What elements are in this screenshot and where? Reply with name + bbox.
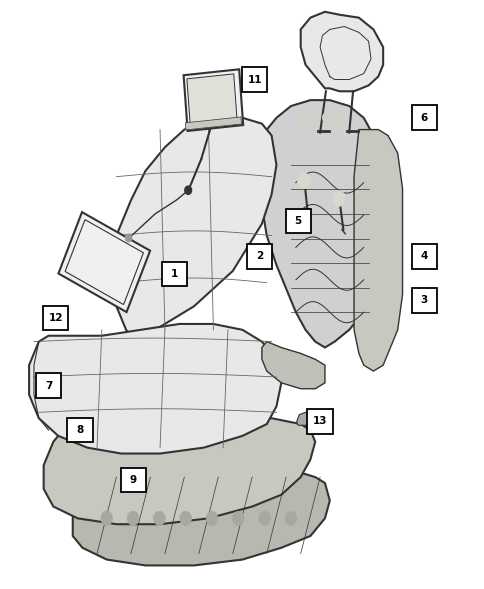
FancyBboxPatch shape xyxy=(411,288,436,313)
Text: 11: 11 xyxy=(247,75,261,84)
FancyBboxPatch shape xyxy=(411,244,436,269)
Text: 5: 5 xyxy=(294,216,301,226)
Circle shape xyxy=(332,191,345,206)
Circle shape xyxy=(180,511,191,525)
Polygon shape xyxy=(261,342,324,389)
Circle shape xyxy=(125,234,132,242)
FancyBboxPatch shape xyxy=(246,244,272,269)
Polygon shape xyxy=(73,465,329,565)
Text: 3: 3 xyxy=(420,296,427,305)
Polygon shape xyxy=(58,212,150,312)
Circle shape xyxy=(297,173,310,188)
Polygon shape xyxy=(44,418,315,524)
Circle shape xyxy=(101,511,112,525)
Text: 2: 2 xyxy=(256,252,262,261)
Text: 9: 9 xyxy=(130,475,136,485)
Text: 6: 6 xyxy=(420,113,427,123)
Polygon shape xyxy=(111,118,276,336)
Circle shape xyxy=(258,511,270,525)
Text: 7: 7 xyxy=(45,381,52,391)
Circle shape xyxy=(322,112,332,124)
Polygon shape xyxy=(185,117,241,130)
Text: 1: 1 xyxy=(171,269,178,279)
Polygon shape xyxy=(300,12,382,91)
Circle shape xyxy=(334,112,344,124)
Polygon shape xyxy=(183,70,242,131)
Text: 13: 13 xyxy=(312,416,327,426)
Polygon shape xyxy=(296,412,312,425)
Circle shape xyxy=(184,186,191,194)
Circle shape xyxy=(285,511,296,525)
Text: 4: 4 xyxy=(420,252,427,261)
Circle shape xyxy=(153,511,165,525)
FancyBboxPatch shape xyxy=(121,468,146,492)
Polygon shape xyxy=(29,324,281,454)
Circle shape xyxy=(127,511,138,525)
Circle shape xyxy=(298,112,307,124)
FancyBboxPatch shape xyxy=(307,409,332,434)
FancyBboxPatch shape xyxy=(67,418,92,442)
Circle shape xyxy=(206,511,217,525)
FancyBboxPatch shape xyxy=(43,306,68,330)
Text: 12: 12 xyxy=(48,313,63,323)
Circle shape xyxy=(232,511,243,525)
Circle shape xyxy=(310,112,319,124)
Text: 8: 8 xyxy=(76,425,83,435)
Polygon shape xyxy=(353,130,402,371)
Polygon shape xyxy=(186,74,237,124)
FancyBboxPatch shape xyxy=(36,373,61,398)
FancyBboxPatch shape xyxy=(242,67,267,92)
FancyBboxPatch shape xyxy=(162,262,187,286)
FancyBboxPatch shape xyxy=(285,209,310,233)
Polygon shape xyxy=(261,100,378,348)
FancyBboxPatch shape xyxy=(411,105,436,130)
